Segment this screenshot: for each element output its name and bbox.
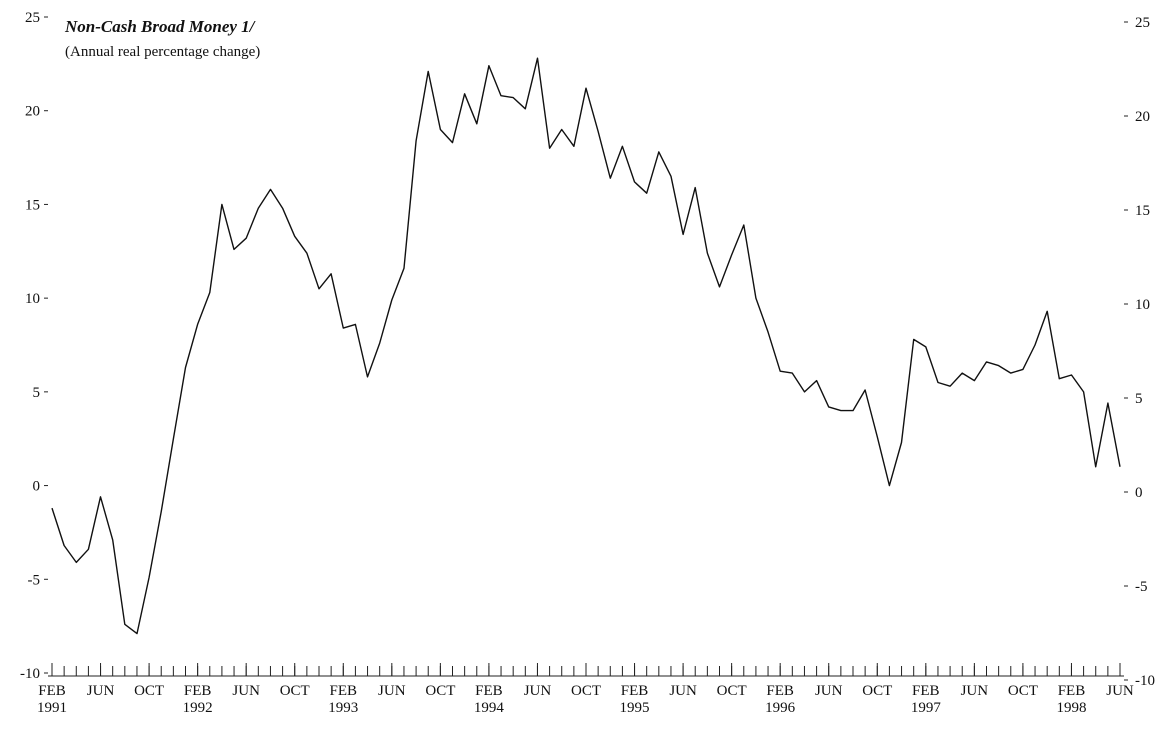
y-tick-label: 10	[25, 291, 40, 307]
chart-title: Non-Cash Broad Money 1/	[64, 17, 257, 36]
y-tick-label: 5	[33, 385, 41, 401]
y-tick-label: 25	[25, 10, 40, 26]
y-tick-label: -10	[20, 666, 40, 682]
x-tick-label: JUN	[524, 683, 552, 699]
x-tick-label: FEB 1994	[474, 683, 505, 716]
x-tick-label: JUN	[232, 683, 260, 699]
x-tick-label: JUN	[961, 683, 989, 699]
line-series	[51, 57, 1121, 635]
chart-subtitle: (Annual real percentage change)	[65, 44, 260, 60]
y-tick-label: 20	[25, 104, 40, 120]
x-tick-label: JUN	[87, 683, 115, 699]
x-tick-label: FEB 1991	[37, 683, 67, 716]
x-tick-label: OCT	[717, 683, 747, 699]
x-tick-label: JUN	[669, 683, 697, 699]
x-tick-label: FEB 1997	[911, 683, 942, 716]
y2-tick-label: 10	[1135, 297, 1150, 313]
x-tick-label: OCT	[862, 683, 892, 699]
x-tick-label: OCT	[280, 683, 310, 699]
y2-tick-label: 5	[1135, 391, 1143, 407]
x-tick-label: FEB 1992	[183, 683, 213, 716]
y2-tick-label: -10	[1135, 673, 1155, 689]
x-tick-label: JUN	[815, 683, 843, 699]
x-tick-label: OCT	[425, 683, 455, 699]
x-tick-label: JUN	[378, 683, 406, 699]
x-tick-label: OCT	[571, 683, 601, 699]
x-tick-label: FEB 1993	[328, 683, 358, 716]
y2-tick-label: 25	[1135, 15, 1150, 31]
x-tick-label: OCT	[1008, 683, 1038, 699]
y-tick-label: 15	[25, 197, 40, 213]
x-tick-label: FEB 1996	[765, 683, 796, 716]
x-tick-label: FEB 1998	[1056, 683, 1086, 716]
y-tick-label: -5	[28, 572, 41, 588]
y2-tick-label: -5	[1135, 579, 1148, 595]
y2-tick-label: 20	[1135, 109, 1150, 125]
x-tick-label: OCT	[134, 683, 164, 699]
y2-tick-label: 0	[1135, 485, 1143, 501]
y-tick-label: 0	[33, 479, 41, 495]
x-tick-label: JUN	[1106, 683, 1134, 699]
x-tick-label: FEB 1995	[620, 683, 650, 716]
y2-tick-label: 15	[1135, 203, 1150, 219]
